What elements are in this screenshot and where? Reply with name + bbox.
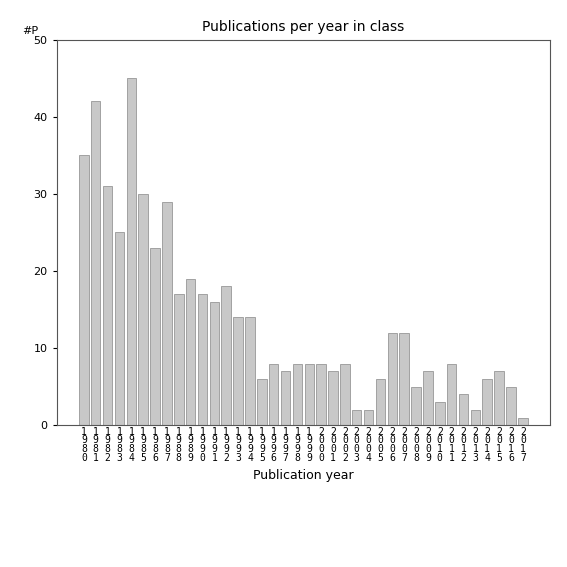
Bar (518, 417, 527, 425)
Bar (388, 333, 397, 425)
Bar (435, 402, 445, 425)
Bar (150, 248, 160, 425)
Bar (471, 410, 480, 425)
Bar (328, 371, 338, 425)
X-axis label: Publication year: Publication year (253, 468, 354, 481)
Bar (174, 294, 184, 425)
Bar (399, 333, 409, 425)
Bar (269, 363, 278, 425)
Bar (494, 371, 504, 425)
Bar (186, 279, 196, 425)
Bar (352, 410, 362, 425)
Text: #P: #P (22, 26, 39, 36)
Bar (198, 294, 208, 425)
Bar (459, 395, 468, 425)
Bar (245, 318, 255, 425)
Bar (234, 318, 243, 425)
Bar (103, 186, 112, 425)
Bar (340, 363, 350, 425)
Bar (376, 379, 385, 425)
Bar (79, 155, 88, 425)
Bar (506, 387, 516, 425)
Bar (257, 379, 266, 425)
Bar (210, 302, 219, 425)
Bar (316, 363, 326, 425)
Bar (281, 371, 290, 425)
Bar (304, 363, 314, 425)
Bar (293, 363, 302, 425)
Bar (364, 410, 373, 425)
Bar (222, 286, 231, 425)
Bar (138, 194, 148, 425)
Bar (91, 101, 100, 425)
Bar (483, 379, 492, 425)
Bar (411, 387, 421, 425)
Bar (162, 202, 172, 425)
Bar (115, 232, 124, 425)
Bar (423, 371, 433, 425)
Bar (126, 78, 136, 425)
Bar (447, 363, 456, 425)
Title: Publications per year in class: Publications per year in class (202, 20, 404, 35)
